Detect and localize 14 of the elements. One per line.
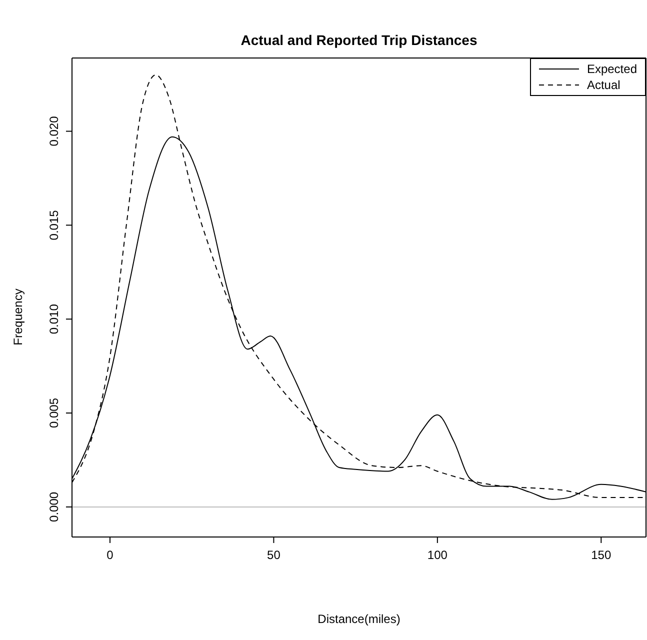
y-tick-label: 0.005 [47,398,61,428]
x-tick-label: 150 [591,548,612,562]
x-tick-label: 100 [427,548,448,562]
y-tick-label: 0.000 [47,492,61,522]
y-axis-title: Frequency [11,288,25,345]
x-tick-label: 50 [267,548,281,562]
legend-label: Actual [586,78,620,92]
x-axis-title: Distance(miles) [316,612,402,626]
chart-title: Actual and Reported Trip Distances [240,32,478,48]
y-tick-label: 0.010 [47,304,61,334]
x-tick-label: 0 [106,548,114,562]
y-tick-label: 0.015 [47,210,61,240]
legend-label: Expected [586,62,637,76]
y-tick-label: 0.020 [47,116,61,146]
